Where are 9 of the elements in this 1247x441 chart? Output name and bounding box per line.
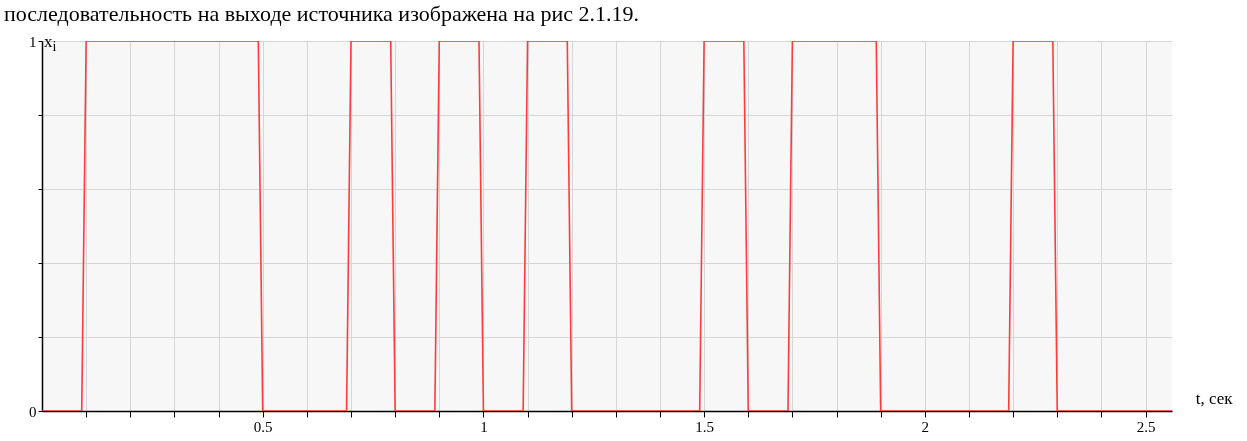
x-tick-label: 1.5 [695,418,714,435]
x-tick-label: 2 [921,418,930,435]
text: последовательность на выходе источника изображена на рис 2.1.19. [3,0,640,28]
x-tick-label: 1 [480,418,488,435]
y-tick-label: 0 [29,403,37,420]
x-axis-title: t, сек [1195,388,1234,408]
y-axis-title: x$_{i}$ [44,32,57,56]
x-tick-label: 0.5 [253,418,273,435]
x-tick-label: 2.5 [1136,418,1156,435]
